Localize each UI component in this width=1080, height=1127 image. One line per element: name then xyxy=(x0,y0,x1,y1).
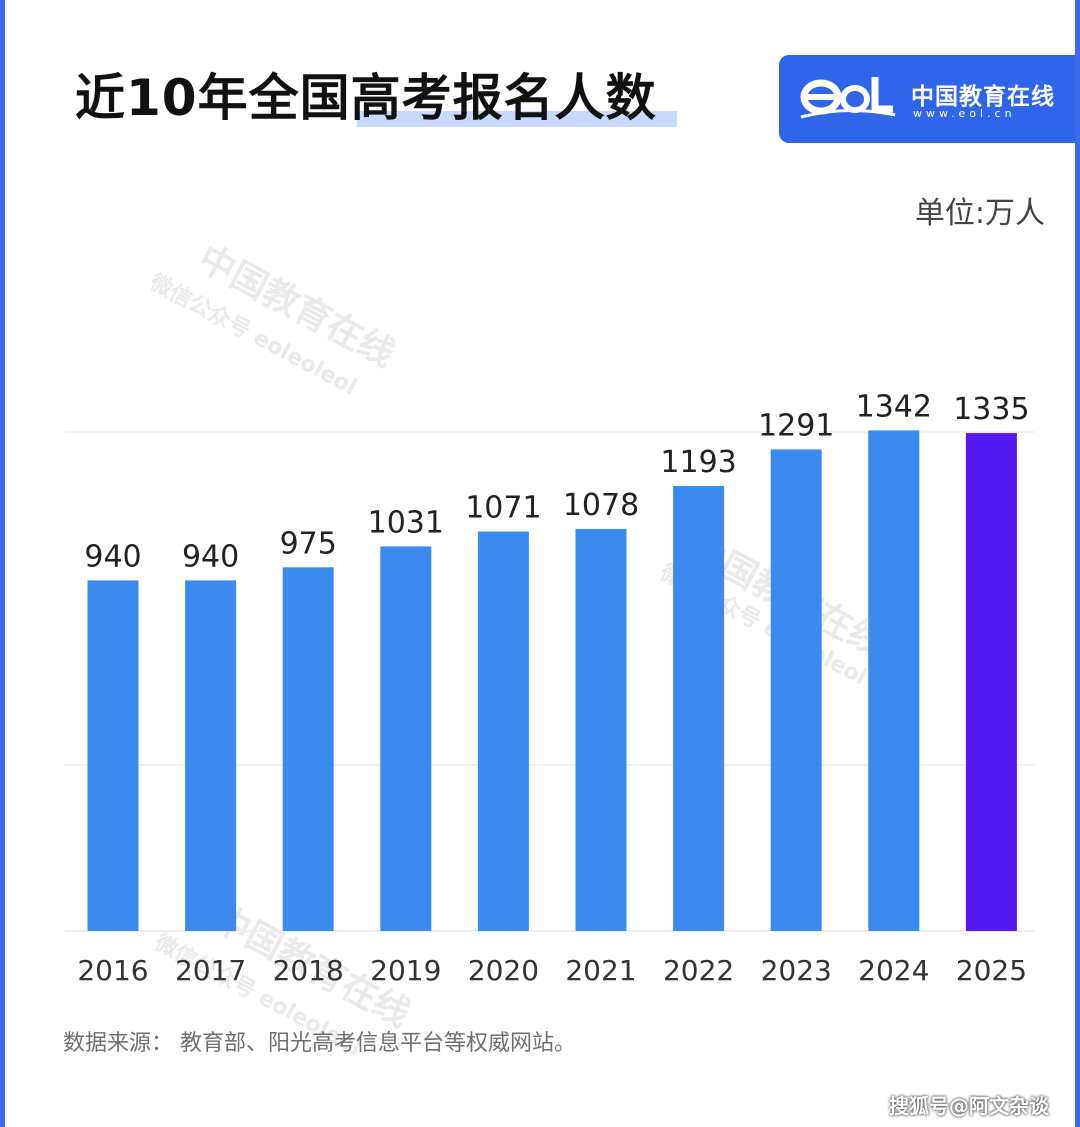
chart-title: 近10年全国高考报名人数 xyxy=(75,69,657,127)
x-tick-label-2017: 2017 xyxy=(175,954,246,987)
bar-2019 xyxy=(380,546,432,931)
value-label-2022: 1193 xyxy=(660,445,736,480)
value-label-2016: 940 xyxy=(84,539,141,574)
x-tick-label-2018: 2018 xyxy=(273,954,344,987)
bar-2016 xyxy=(87,580,139,931)
x-tick-label-2024: 2024 xyxy=(858,954,929,987)
value-label-2023: 1291 xyxy=(758,408,834,443)
eol-logo: 中国教育在线 www.eol.cn xyxy=(779,55,1075,143)
bar-2023 xyxy=(770,449,822,931)
bar-2020 xyxy=(477,531,529,931)
author-credit: 搜狐号@阿文杂谈 xyxy=(889,1094,1049,1118)
value-label-2024: 1342 xyxy=(856,389,932,424)
x-tick-label-2019: 2019 xyxy=(370,954,441,987)
unit-label: 单位:万人 xyxy=(914,196,1045,231)
bar-chart: 940 2016 940 2017 975 2018 1031 2019 1071 2020 107… xyxy=(65,389,1035,987)
value-label-2021: 1078 xyxy=(563,488,639,523)
logo-url: www.eol.cn xyxy=(913,107,1016,120)
x-tick-label-2023: 2023 xyxy=(761,954,832,987)
logo-name: 中国教育在线 xyxy=(911,84,1055,110)
bar-2022 xyxy=(673,486,725,931)
value-label-2017: 940 xyxy=(182,539,239,574)
bar-2017 xyxy=(185,580,237,931)
bar-2024 xyxy=(868,430,920,931)
value-label-2025: 1335 xyxy=(953,392,1029,427)
value-label-2018: 975 xyxy=(280,526,337,561)
bar-2021 xyxy=(575,528,627,931)
x-tick-label-2022: 2022 xyxy=(663,954,734,987)
x-tick-label-2021: 2021 xyxy=(565,954,636,987)
bar-2025 xyxy=(965,433,1017,931)
bar-2018 xyxy=(282,567,334,931)
value-label-2019: 1031 xyxy=(368,505,444,540)
title-block: 近10年全国高考报名人数 xyxy=(75,66,677,136)
title-highlight-bar xyxy=(357,111,677,127)
x-tick-label-2020: 2020 xyxy=(468,954,539,987)
value-label-2020: 1071 xyxy=(465,491,541,526)
data-source-note: 数据来源： 教育部、阳光高考信息平台等权威网站。 xyxy=(63,1031,576,1056)
x-tick-label-2025: 2025 xyxy=(956,954,1027,987)
x-tick-label-2016: 2016 xyxy=(77,954,148,987)
eol-logo-icon xyxy=(800,77,896,119)
